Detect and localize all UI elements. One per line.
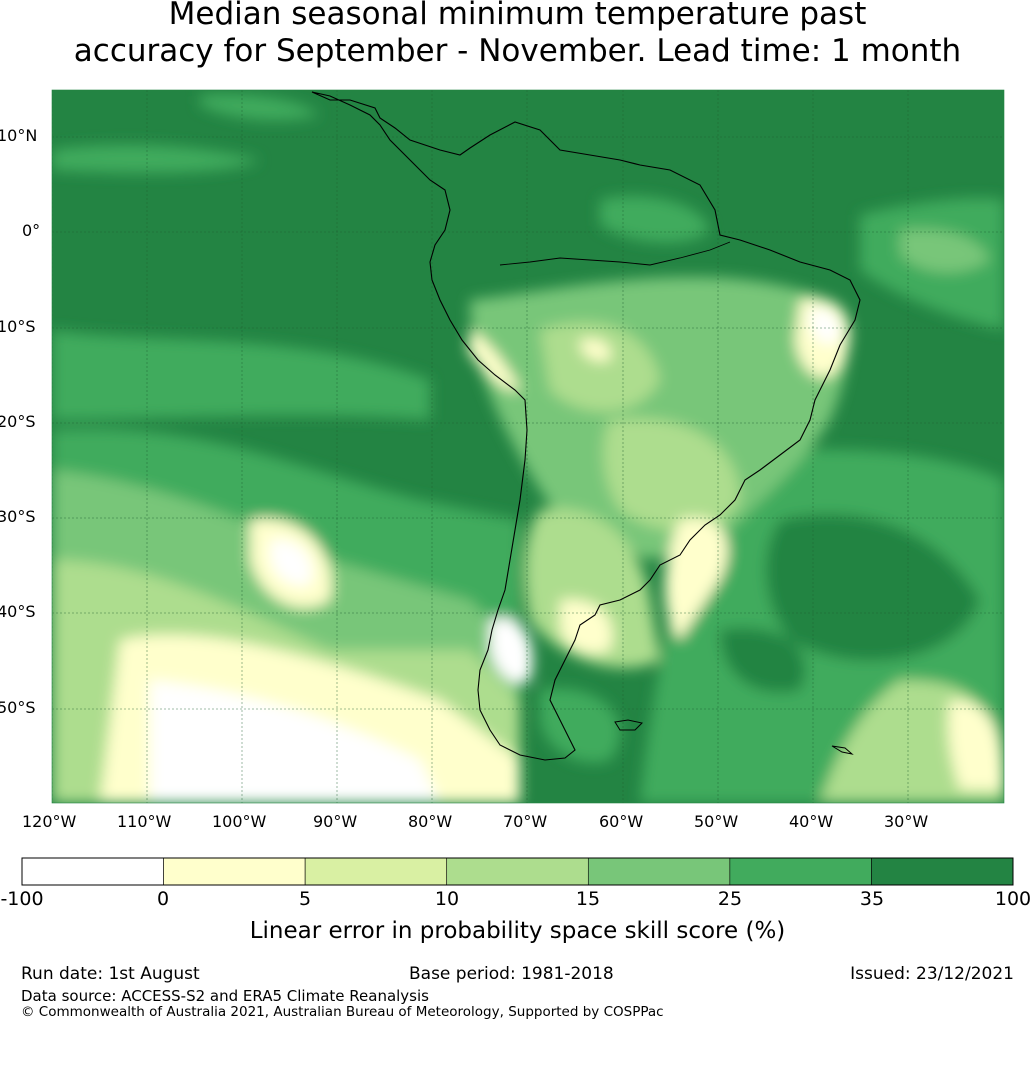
title-line-1: Median seasonal minimum temperature past xyxy=(168,0,867,32)
amazon-river xyxy=(499,241,731,266)
colorbar-segment-5 xyxy=(729,857,872,886)
lat-label-10s: 10°S xyxy=(0,317,36,336)
lon-label-80w: 80°W xyxy=(408,812,453,831)
colorbar-segment-4 xyxy=(587,857,731,886)
colorbar-segment-1 xyxy=(163,857,306,886)
south-georgia xyxy=(831,745,854,755)
lon-label-60w: 60°W xyxy=(599,812,644,831)
lon-label-120w: 120°W xyxy=(22,812,77,831)
colorbar-tick-6: 35 xyxy=(859,888,885,910)
lon-label-70w: 70°W xyxy=(503,812,548,831)
colorbar-label: Linear error in probability space skill … xyxy=(249,918,786,944)
lat-label-50s: 50°S xyxy=(0,698,36,717)
title-line-2: accuracy for September - November. Lead … xyxy=(73,33,962,69)
falkland-islands xyxy=(614,719,644,731)
colorbar-frame xyxy=(21,857,1014,886)
colorbar-tick-7: 100 xyxy=(994,888,1032,910)
lat-label-20s: 20°S xyxy=(0,412,36,431)
colorbar-tick-2: 5 xyxy=(298,888,312,910)
lat-label-30s: 30°S xyxy=(0,507,36,526)
lon-label-50w: 50°W xyxy=(694,812,739,831)
gridlines xyxy=(52,90,1004,803)
colorbar-segment-0 xyxy=(21,857,164,886)
colorbar-segment-6 xyxy=(871,857,1014,886)
data-source: Data source: ACCESS-S2 and ERA5 Climate … xyxy=(21,987,429,1005)
south-america-coastline xyxy=(311,91,861,761)
lon-label-90w: 90°W xyxy=(313,812,358,831)
colorbar-segment-2 xyxy=(304,857,448,886)
run-date: Run date: 1st August xyxy=(21,964,200,984)
colorbar-segment-3 xyxy=(446,857,589,886)
map-title: Median seasonal minimum temperature past… xyxy=(0,0,1035,70)
lon-label-40w: 40°W xyxy=(789,812,834,831)
lon-label-110w: 110°W xyxy=(117,812,172,831)
skill-field xyxy=(52,90,1004,803)
colorbar-tick-0: -100 xyxy=(0,888,44,910)
colorbar-tick-3: 10 xyxy=(434,888,460,910)
colorbar-tick-5: 25 xyxy=(717,888,743,910)
map-frame xyxy=(51,89,1005,804)
lon-label-100w: 100°W xyxy=(212,812,267,831)
lat-label-10n: 10°N xyxy=(0,126,38,145)
copyright: © Commonwealth of Australia 2021, Austra… xyxy=(21,1004,664,1020)
lat-label-0: 0° xyxy=(22,221,41,240)
colorbar xyxy=(21,857,1014,886)
colorbar-tick-1: 0 xyxy=(156,888,170,910)
issued-date: Issued: 23/12/2021 xyxy=(850,964,1014,984)
lat-label-40s: 40°S xyxy=(0,602,36,621)
lon-label-30w: 30°W xyxy=(884,812,929,831)
colorbar-tick-4: 15 xyxy=(575,888,601,910)
base-period: Base period: 1981-2018 xyxy=(409,964,614,984)
